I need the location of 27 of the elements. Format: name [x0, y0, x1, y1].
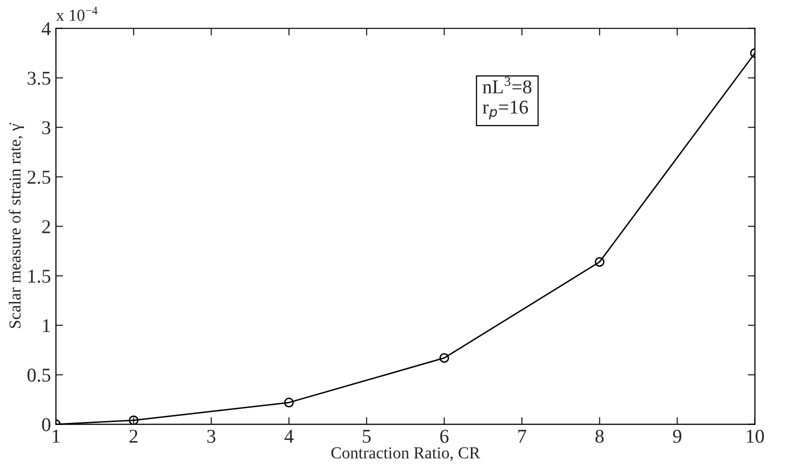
x-tick-label: 4	[284, 430, 294, 443]
y-tick-label: 3.5	[28, 72, 50, 85]
y-axis-title: Scalar measure of strain rate, γ̇	[8, 122, 24, 328]
x-tick-label: 2	[130, 430, 138, 443]
point	[594, 257, 604, 267]
x-tick-label: 5	[362, 430, 371, 443]
point	[439, 353, 450, 363]
x-tick-label: 10	[746, 430, 764, 443]
y-tick-label: 0.5	[28, 368, 50, 382]
x-tick-label: 1	[52, 430, 60, 443]
x-tick-label: 8	[595, 430, 604, 443]
point	[284, 398, 294, 408]
text: x 10$^{−4}$	[56, 6, 98, 21]
x-tick-label: 7	[518, 430, 526, 443]
text: nL$^{3}$=8 r$_{p}$=16	[482, 76, 532, 120]
x-axis-title: Contraction Ratio, CR	[331, 447, 480, 461]
y-tick-label: 4	[42, 22, 51, 36]
y-tick-label: 3	[42, 121, 50, 134]
point	[128, 415, 138, 424]
y-tick-label: 2.5	[28, 170, 50, 184]
x-tick-label: 3	[207, 430, 216, 443]
y-tick-label: 1.5	[28, 270, 50, 283]
y-tick-label: 1	[43, 319, 50, 332]
y-tick-label: 0	[42, 418, 50, 432]
x-tick-label: 6	[440, 430, 449, 443]
y-tick-label: 2	[42, 220, 50, 234]
x-tick-label: 9	[673, 430, 682, 443]
